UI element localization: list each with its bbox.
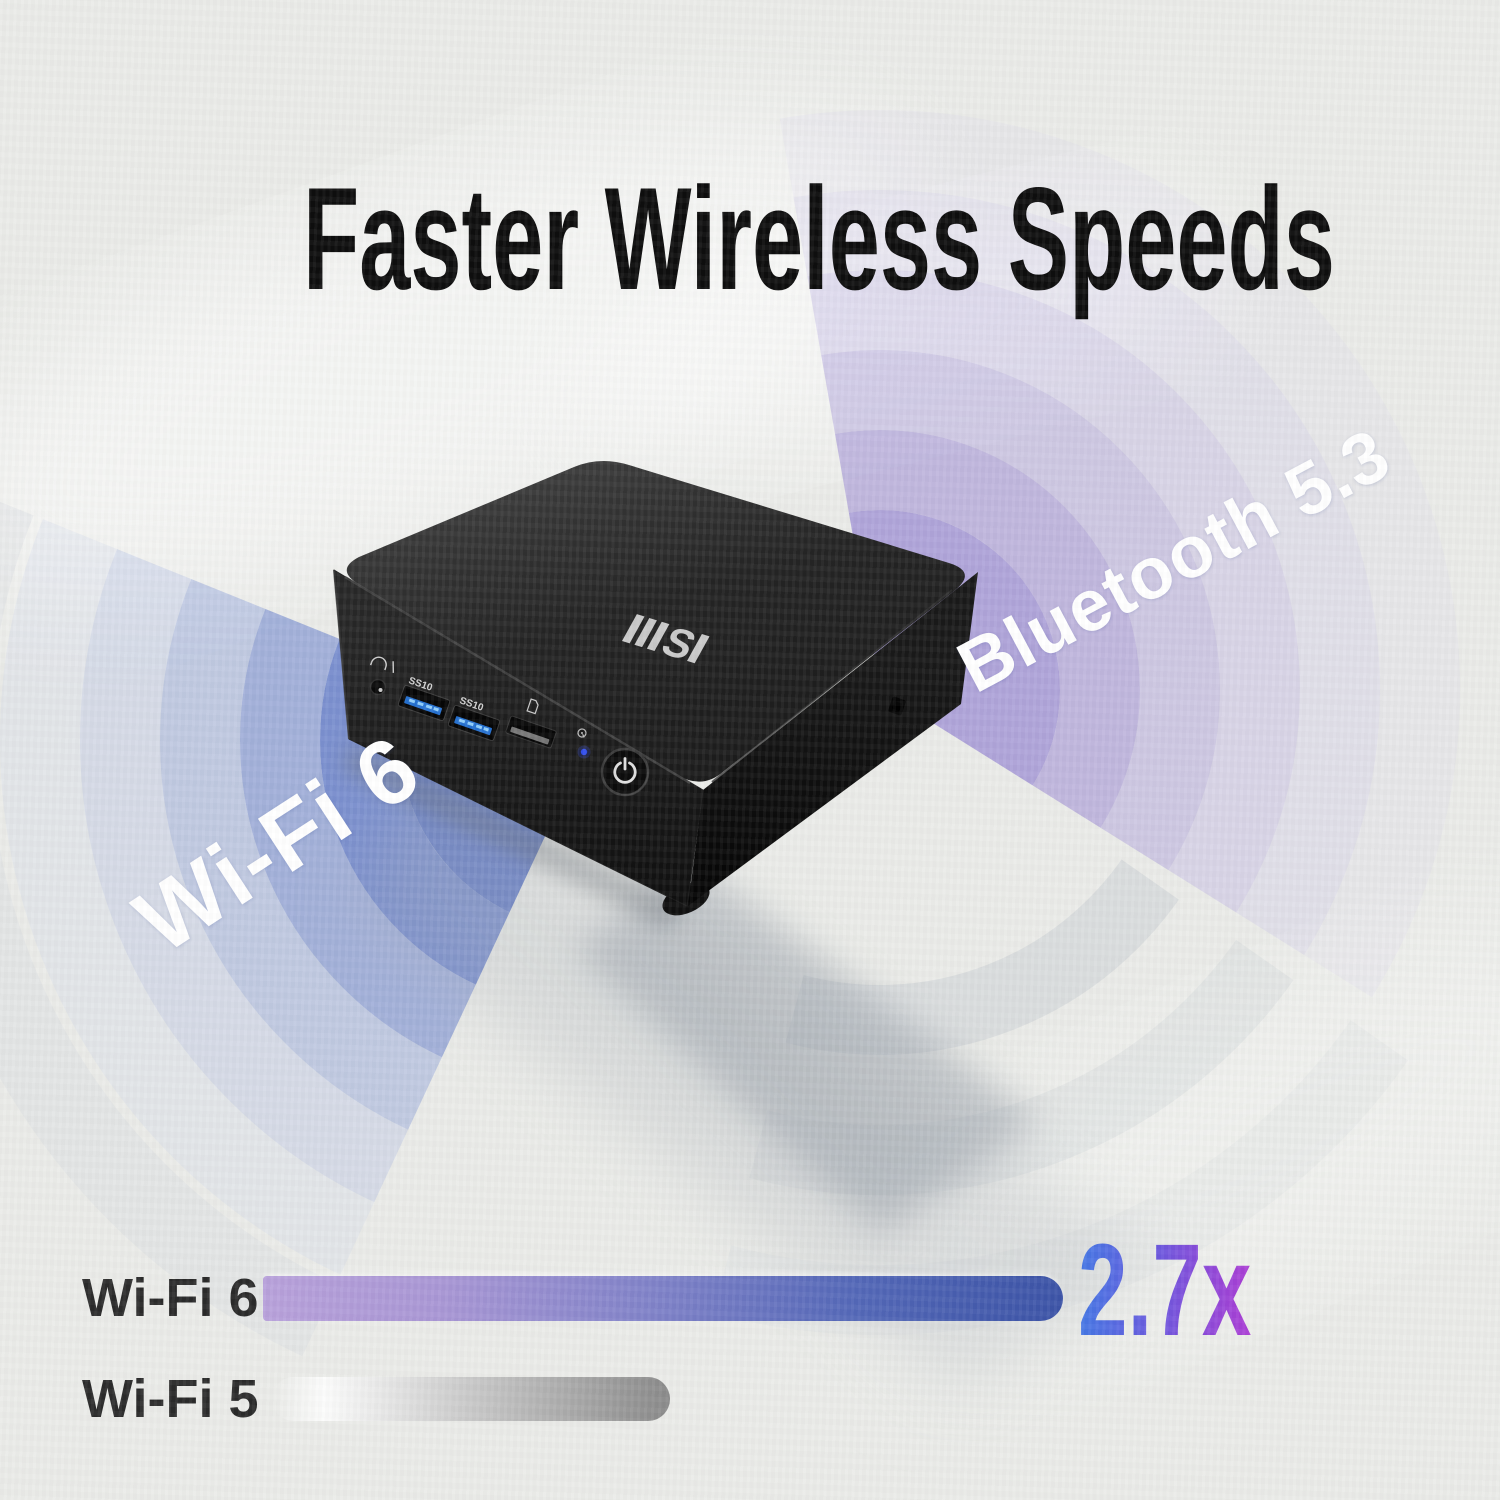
device-right-face — [688, 572, 978, 906]
speed-multiplier-value: 2.7x — [1078, 1216, 1252, 1363]
power-button — [600, 747, 650, 797]
sd-card-icon — [526, 698, 539, 715]
wifi5-bar-label: Wi-Fi 5 — [82, 1369, 259, 1429]
headset-mic-combo-icon — [369, 656, 395, 673]
device-shadow — [342, 742, 1160, 1390]
right-top-edge-highlight — [711, 589, 953, 783]
usb-port-2 — [447, 704, 501, 742]
wifi5-bar — [272, 1377, 670, 1421]
hdd-led-icon — [577, 728, 587, 738]
msi-logo: S — [622, 614, 710, 668]
jack-highlight — [378, 688, 383, 692]
page-title: Faster Wireless Speeds — [303, 156, 1335, 320]
hdd-activity-led — [580, 748, 588, 756]
wifi6-bar — [263, 1276, 1063, 1321]
power-icon — [613, 757, 637, 784]
mini-pc: S SS10 — [333, 460, 978, 916]
wifi6-bar-label: Wi-Fi 6 — [82, 1268, 259, 1328]
usb-port-1 — [397, 684, 451, 722]
front-top-edge-highlight — [344, 575, 691, 785]
kensington-lock-slot — [888, 696, 906, 716]
sd-card-slot — [505, 715, 557, 749]
left-edge-highlight — [333, 569, 350, 740]
headphone-jack — [369, 678, 387, 696]
